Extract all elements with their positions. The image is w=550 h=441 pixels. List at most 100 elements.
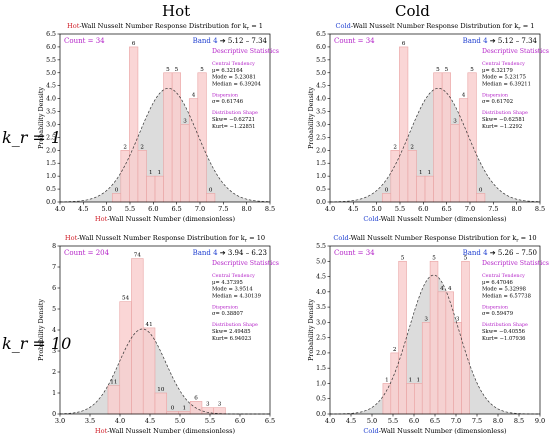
central-tendency-value: Median = 4.30139	[212, 293, 261, 299]
stats-title: Descriptive Statistics	[212, 260, 279, 267]
count-label: Count = 34	[334, 37, 375, 45]
y-tick-label: 0.5	[46, 186, 56, 193]
histogram-bar	[180, 124, 190, 203]
stats-title: Descriptive Statistics	[482, 48, 549, 55]
dispersion-value: σ= 0.59479	[482, 311, 513, 317]
histogram-bar	[171, 72, 181, 203]
central-tendency-value: μ= 6.32179	[482, 68, 513, 74]
histogram-bar	[441, 72, 451, 203]
y-tick-label: 5.0	[316, 70, 326, 77]
central-tendency-heading: Central Tendency	[212, 61, 255, 67]
normal-fit-curve	[329, 274, 540, 415]
count-box	[62, 36, 100, 45]
bar-count-label: 5	[464, 255, 468, 261]
y-tick-label: 3.0	[316, 121, 326, 128]
bar-count-label: 74	[134, 253, 142, 259]
x-tick-label: 7.5	[472, 417, 482, 425]
stats-title: Descriptive Statistics	[482, 260, 549, 267]
x-tick-label: 6.5	[430, 417, 440, 425]
x-tick-label: 3.0	[55, 417, 65, 425]
y-tick-label: 4.5	[46, 83, 56, 90]
y-tick-label: 4.0	[316, 289, 326, 296]
y-tick-label: 2.0	[46, 147, 56, 154]
bar-count-label: 5	[445, 67, 449, 73]
normal-fit-curve	[59, 87, 271, 203]
row-header-kr-10: k_r = 10	[2, 334, 72, 353]
x-axis-label: Cold-Wall Nusselt Number (dimensionless)	[363, 215, 507, 223]
bar-count-label: 1	[419, 170, 423, 176]
y-tick-label: 1.0	[46, 173, 56, 180]
bar-count-label: 1	[183, 405, 187, 411]
x-tick-label: 5.0	[175, 417, 185, 425]
histogram-bar	[188, 98, 199, 203]
distribution-shape-heading: Distribution Shape	[482, 110, 528, 116]
bar-count-label: 54	[122, 296, 130, 302]
bar-count-label: 2	[393, 347, 397, 353]
y-tick-label: 6	[52, 285, 56, 292]
distribution-shape-value: Skw= −0.40556	[482, 329, 525, 335]
y-tick-label: 5	[52, 306, 56, 313]
y-tick-label: 0.0	[46, 199, 56, 206]
count-label: Count = 34	[64, 37, 105, 45]
y-tick-label: 1	[52, 390, 56, 397]
bar-count-label: 1	[417, 377, 421, 383]
y-tick-label: 4.0	[316, 96, 326, 103]
y-tick-label: 2.0	[316, 350, 326, 357]
bar-count-label: 1	[428, 170, 432, 176]
x-tick-label: 7.0	[465, 205, 475, 213]
distribution-shape-heading: Distribution Shape	[482, 322, 528, 328]
y-tick-label: 5.0	[46, 70, 56, 77]
central-tendency-value: Median = 6.39211	[482, 81, 531, 87]
y-tick-label: 5.5	[316, 57, 326, 64]
x-tick-label: 9.0	[535, 417, 545, 425]
central-tendency-heading: Central Tendency	[482, 273, 525, 279]
bar-count-label: 5	[401, 255, 405, 261]
histogram-bar	[166, 411, 179, 415]
histogram-bar	[154, 175, 164, 203]
histogram-bar	[424, 175, 434, 203]
histogram-bar	[154, 392, 168, 415]
y-tick-label: 1.0	[316, 380, 326, 387]
histogram-bar	[381, 193, 392, 203]
distribution-shape-heading: Distribution Shape	[212, 322, 258, 328]
bar-count-label: 5	[470, 67, 474, 73]
x-tick-label: 7.0	[451, 417, 461, 425]
normal-fit-curve	[329, 87, 541, 203]
x-tick-label: 4.5	[78, 205, 88, 213]
y-tick-label: 3.5	[46, 109, 56, 116]
y-tick-label: 0.5	[316, 396, 326, 403]
x-tick-label: 7.5	[488, 205, 498, 213]
y-tick-label: 3.0	[316, 319, 326, 326]
bar-count-label: 1	[385, 377, 389, 383]
chart-cold-kr1: Cold-Wall Nusselt Number Response Distri…	[307, 22, 549, 223]
y-tick-label: 2.5	[316, 134, 326, 141]
x-tick-label: 8.5	[265, 205, 275, 213]
histogram-bar	[131, 258, 144, 415]
histogram-bar	[107, 385, 121, 415]
distribution-shape-value: Kurt= −1.22851	[212, 124, 255, 130]
bar-count-label: 0	[385, 187, 389, 193]
x-axis-label: Cold-Wall Nusselt Number (dimensionless)	[363, 427, 507, 435]
bar-count-label: 3	[183, 118, 187, 124]
plot-frame	[329, 33, 541, 203]
x-tick-label: 5.5	[125, 205, 135, 213]
histogram-bar	[398, 260, 407, 415]
dispersion-heading: Dispersion	[482, 304, 508, 310]
bar-count-label: 3	[456, 316, 460, 322]
histogram-bar	[461, 260, 470, 415]
x-tick-label: 4.0	[55, 205, 65, 213]
bar-count-label: 5	[432, 255, 436, 261]
histogram-bar	[197, 72, 207, 203]
bar-count-label: 10	[157, 387, 165, 393]
central-tendency-value: Mode = 5.23175	[482, 75, 526, 81]
central-tendency-value: Mode = 5.23081	[212, 75, 256, 81]
histogram-bar	[120, 150, 130, 203]
x-tick-label: 4.5	[348, 205, 358, 213]
histogram-bar	[390, 352, 399, 415]
histogram-bar	[458, 98, 469, 203]
bar-count-label: 3	[453, 118, 457, 124]
x-tick-label: 4.5	[346, 417, 356, 425]
y-tick-label: 5.5	[46, 57, 56, 64]
central-tendency-value: μ= 6.47046	[482, 280, 513, 286]
histogram-bar	[111, 193, 122, 203]
